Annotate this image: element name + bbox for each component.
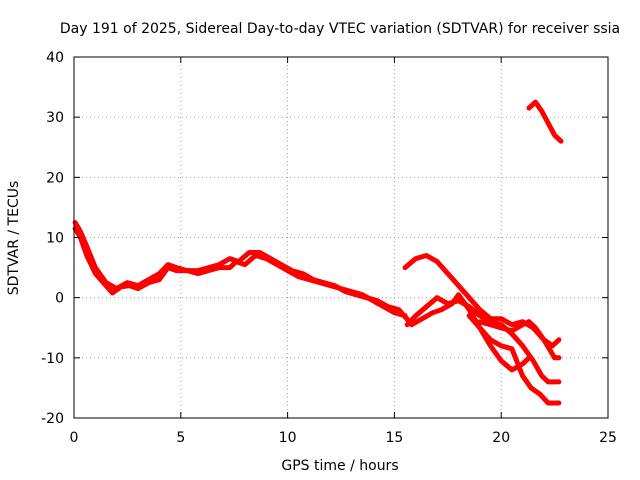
y-tick-label: 10 [46,231,64,247]
y-tick-label: -10 [41,351,64,367]
x-tick-label: 10 [279,430,297,446]
x-tick-label: 20 [492,430,510,446]
y-tick-label: 0 [55,291,64,307]
series-group [72,99,564,406]
y-tick-label: -20 [41,411,64,427]
series-line-arc-1 [72,226,408,319]
x-tick-label: 25 [599,430,617,446]
series-line-arc-6 [466,313,562,406]
x-tick-label: 15 [385,430,403,446]
series-line-arc-2 [72,220,412,325]
series-line-arc-5 [409,292,532,373]
series-line-arc-7 [477,319,562,349]
series-line-arc-4 [404,295,562,385]
y-tick-label: 20 [46,170,64,186]
axis-ticks: 0 5 10 15 20 25 -20 -10 0 10 20 30 40 [41,50,617,446]
x-tick-label: 5 [176,430,185,446]
chart-title: Day 191 of 2025, Sidereal Day-to-day VTE… [60,21,620,37]
y-axis-label: SDTVAR / TECUs [6,181,22,296]
grid-lines [74,57,608,418]
series-line-arc-8 [526,99,564,144]
x-axis-label: GPS time / hours [281,458,398,474]
y-tick-label: 40 [46,50,64,66]
y-tick-label: 30 [46,110,64,126]
x-tick-label: 0 [70,430,79,446]
